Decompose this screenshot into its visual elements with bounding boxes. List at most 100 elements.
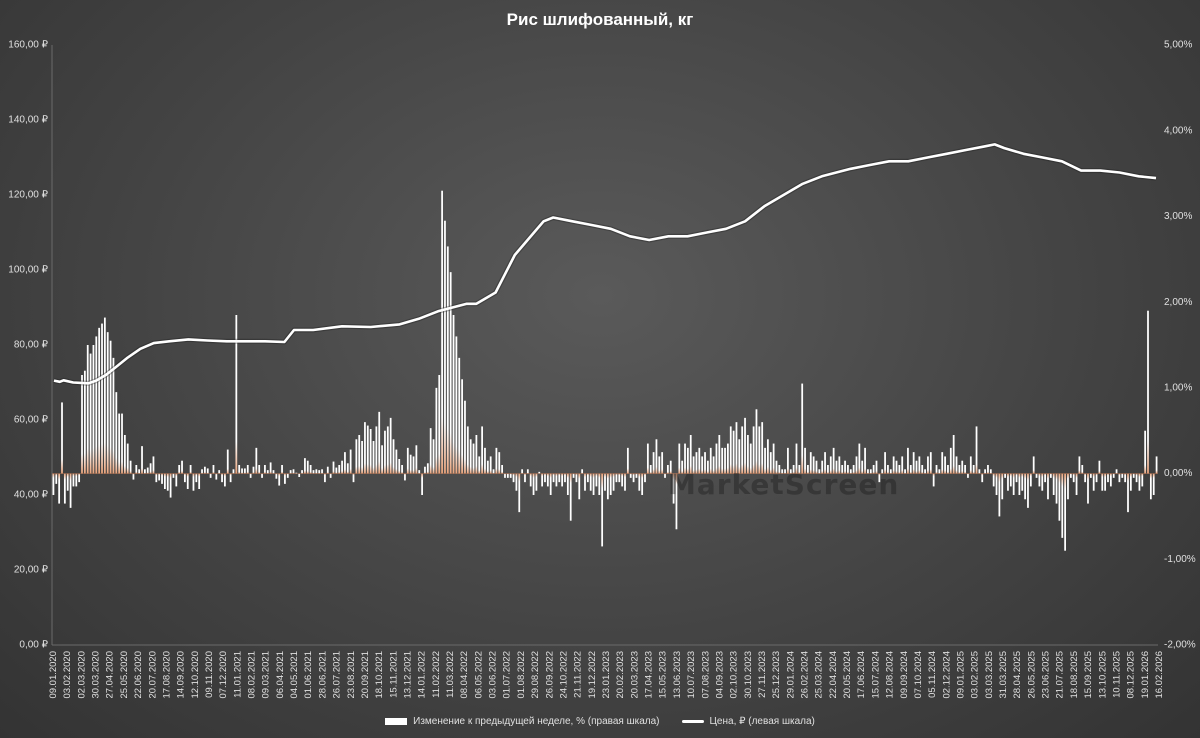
bar — [738, 439, 741, 474]
bar — [1018, 473, 1021, 495]
bar — [1087, 473, 1089, 504]
bar — [58, 473, 61, 504]
bar — [178, 465, 181, 474]
bar — [184, 473, 186, 483]
x-tick-label: 07.08.2023 — [700, 651, 711, 699]
bar — [955, 456, 958, 474]
right-tick-label: 0,00% — [1164, 468, 1192, 479]
bar — [324, 473, 326, 483]
right-tick-label: 1,00% — [1164, 382, 1192, 393]
bar — [275, 473, 278, 479]
bar — [924, 469, 926, 474]
bar — [981, 473, 984, 483]
bar — [115, 392, 118, 474]
bar — [675, 473, 678, 530]
bar — [692, 456, 695, 474]
bar — [578, 473, 581, 500]
bar — [332, 461, 335, 474]
bar — [192, 473, 195, 491]
bar — [252, 466, 255, 474]
bar — [384, 430, 386, 474]
bar — [209, 473, 212, 478]
bar — [512, 473, 515, 483]
bar — [586, 473, 589, 483]
x-tick-label: 09.11.2020 — [204, 651, 215, 698]
bar — [1012, 473, 1015, 495]
bar — [315, 469, 318, 474]
bar — [269, 462, 272, 474]
bar — [815, 460, 818, 474]
bar — [444, 220, 446, 474]
bar — [472, 443, 475, 474]
bar — [432, 439, 435, 474]
bar — [509, 473, 512, 478]
bar — [812, 456, 815, 474]
left-tick-label: 120,00 ₽ — [8, 190, 48, 201]
bar — [718, 435, 721, 474]
bar — [864, 447, 866, 474]
bar — [1029, 473, 1032, 487]
x-tick-label: 19.12.2022 — [587, 651, 598, 699]
bar — [1121, 473, 1124, 478]
bar — [867, 469, 869, 474]
bar — [246, 465, 249, 474]
x-tick-label: 04.05.2021 — [289, 651, 300, 699]
bar — [904, 469, 906, 474]
bar — [552, 473, 555, 483]
bar — [129, 460, 132, 474]
bar — [1118, 473, 1121, 483]
bar — [704, 452, 706, 474]
x-tick-label: 07.12.2020 — [218, 651, 229, 699]
bar — [86, 345, 89, 474]
bar — [964, 465, 966, 474]
x-tick-label: 13.10.2025 — [1097, 651, 1108, 699]
bar — [544, 473, 546, 483]
bar — [912, 452, 915, 474]
bar — [98, 327, 101, 474]
bar — [172, 473, 175, 478]
bar — [295, 472, 298, 474]
bar — [624, 473, 626, 491]
x-tick-label: 23.01.2023 — [601, 651, 612, 699]
bar — [304, 458, 306, 474]
bar — [298, 473, 301, 477]
bar — [572, 473, 575, 478]
bar — [266, 470, 269, 474]
price-line — [53, 143, 1157, 385]
x-tick-label: 23.06.2025 — [1041, 651, 1052, 699]
bar — [1038, 473, 1041, 487]
bar — [609, 473, 612, 495]
bar — [838, 456, 841, 474]
left-tick-label: 60,00 ₽ — [14, 415, 49, 426]
bar — [418, 470, 421, 474]
bar — [103, 317, 106, 474]
bar — [146, 467, 149, 474]
x-tick-label: 17.06.2024 — [856, 651, 867, 699]
bar — [995, 473, 998, 495]
x-tick-label: 09.01.2025 — [955, 651, 966, 699]
bar — [1135, 473, 1138, 483]
bar — [446, 246, 449, 474]
right-tick-label: -2,00% — [1164, 640, 1196, 651]
bar — [541, 473, 544, 487]
bar — [575, 473, 578, 483]
bar — [478, 456, 481, 474]
bar — [581, 469, 584, 474]
legend-line-label: Цена, ₽ (левая шкала) — [709, 716, 815, 727]
bar — [341, 460, 343, 474]
bar — [212, 465, 215, 474]
bar — [132, 473, 135, 480]
bar — [549, 473, 552, 495]
bar — [852, 465, 855, 474]
bar — [255, 447, 258, 474]
x-tick-label: 15.09.2025 — [1083, 651, 1094, 699]
bar — [861, 460, 864, 474]
bar — [349, 449, 352, 474]
bar — [664, 473, 666, 478]
bar — [932, 473, 935, 487]
bar — [238, 465, 241, 474]
bar — [1001, 473, 1004, 500]
bar — [892, 456, 895, 474]
bar — [532, 473, 535, 495]
x-tick-label: 24.10.2022 — [558, 651, 569, 699]
